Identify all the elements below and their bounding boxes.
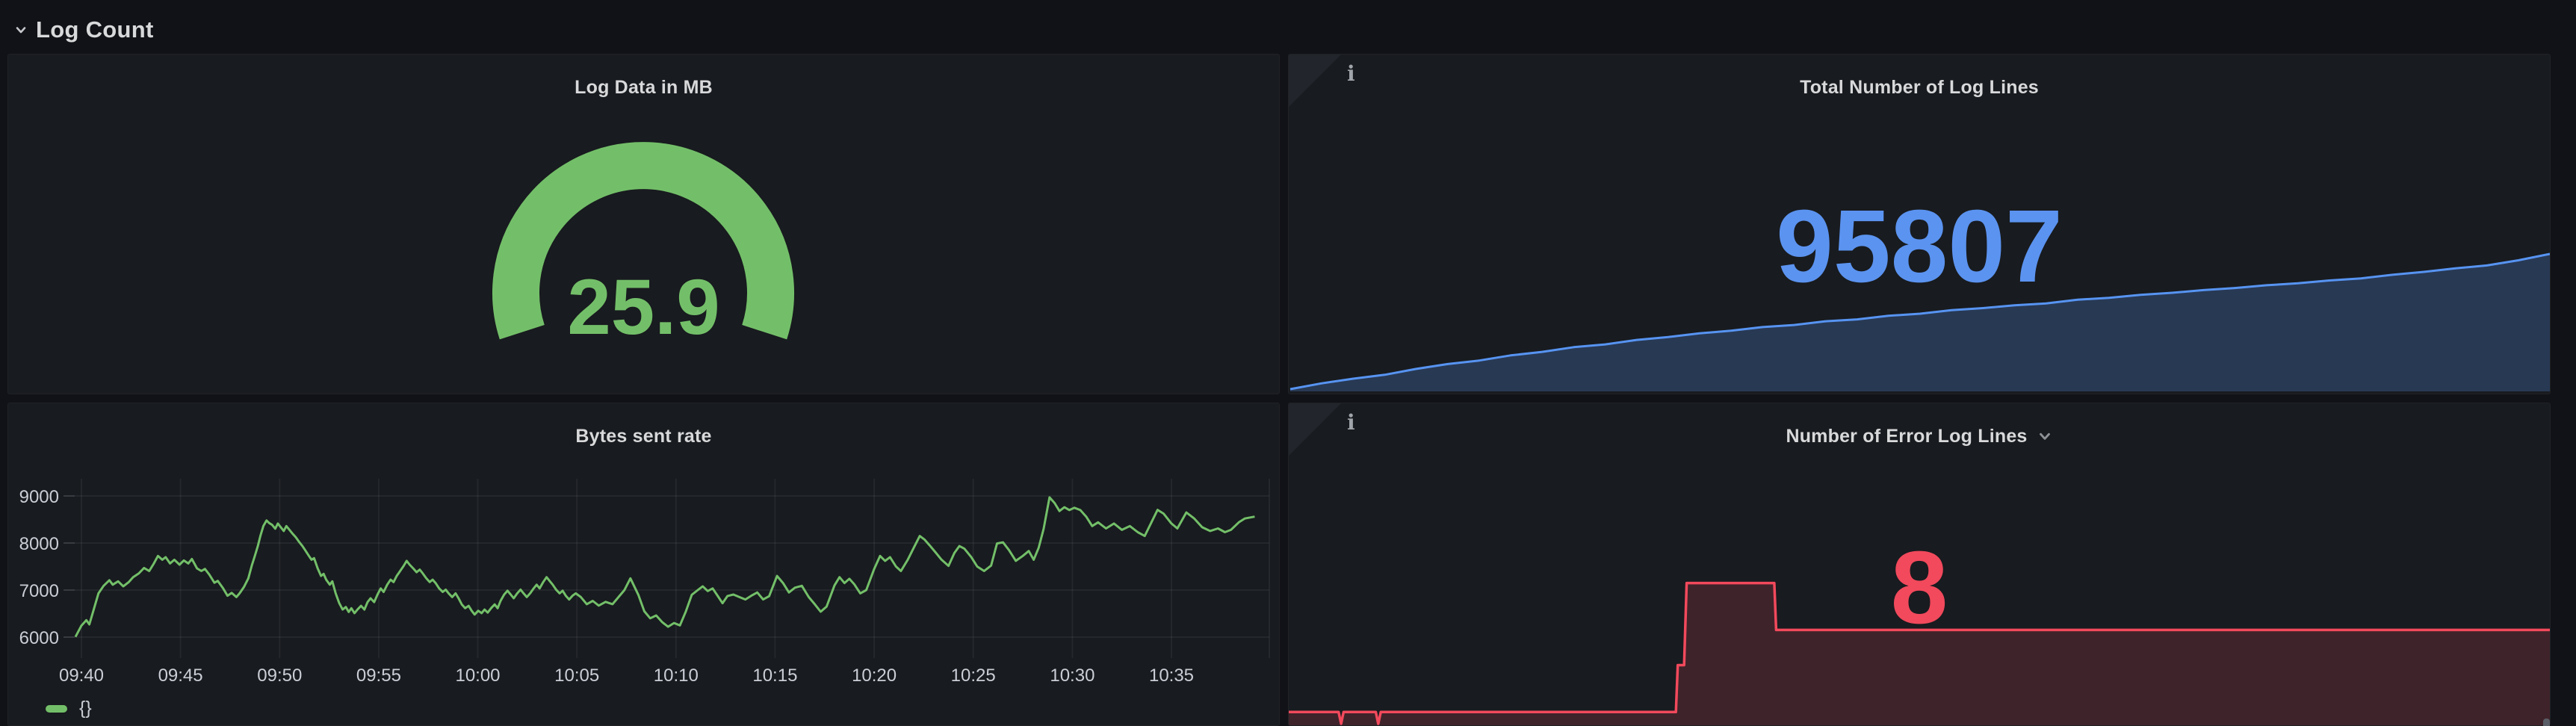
error-area-fill [1289,583,2550,725]
panel-title-text: Bytes sent rate [575,425,712,447]
total-log-lines-sparkline[interactable] [1289,55,2551,394]
x-tick-label: 10:00 [455,666,500,686]
x-tick-label: 10:10 [654,666,699,686]
x-tick-label: 09:45 [158,666,203,686]
x-tick-label: 09:55 [356,666,401,686]
info-icon: i [1347,410,1355,435]
panel-title-bytes-sent-rate[interactable]: Bytes sent rate [8,403,1279,469]
total-area-line [1289,252,2550,391]
total-area-fill [1290,254,2550,391]
x-tick-label: 10:05 [554,666,599,686]
y-tick-label: 6000 [19,628,59,648]
panel-title-text: Number of Error Log Lines [1786,425,2028,447]
row-title: Log Count [36,16,154,43]
x-tick-label: 10:15 [752,666,797,686]
panel-title-total-log-lines[interactable]: Total Number of Log Lines [1289,55,2550,120]
x-tick-label: 09:40 [59,666,104,686]
y-tick-label: 9000 [19,487,59,507]
info-icon: i [1347,61,1355,86]
row-header-log-count[interactable]: Log Count [13,16,154,43]
panel-bytes-sent-rate: Bytes sent rate 9000 8000 7000 6000 09:40 09:… [7,403,1280,726]
panel-info-corner[interactable]: i [1289,55,1355,107]
panel-error-log-lines: i Number of Error Log Lines 8 [1288,403,2551,726]
panel-total-log-lines: i Total Number of Log Lines 95807 [1288,54,2551,394]
x-tick-label: 10:25 [951,666,996,686]
bytes-line [74,496,1255,638]
chevron-down-icon [16,27,26,34]
panel-info-corner[interactable]: i [1289,403,1355,456]
x-tick-label: 09:50 [257,666,302,686]
scrollbar-thumb[interactable] [2543,719,2550,726]
panel-menu-chevron-icon[interactable] [2037,428,2053,444]
legend-label: {} [79,698,92,719]
gauge-arc [492,142,794,340]
error-step-line [1289,581,2550,725]
x-tick-label: 10:30 [1050,666,1095,686]
x-tick-label: 10:20 [852,666,897,686]
panel-title-text: Log Data in MB [575,76,713,98]
x-tick-label: 10:35 [1149,666,1194,686]
gauge-chart[interactable] [8,55,1280,394]
y-tick-label: 8000 [19,534,59,554]
panel-title-log-data[interactable]: Log Data in MB [8,55,1279,120]
legend-item[interactable]: {} [46,698,92,719]
legend-swatch [46,704,67,713]
panel-log-data-gauge: Log Data in MB 25.9 [7,54,1280,394]
error-log-lines-chart[interactable] [1289,403,2551,726]
panel-title-error-log-lines[interactable]: Number of Error Log Lines [1289,403,2550,469]
panel-title-text: Total Number of Log Lines [1800,76,2039,98]
y-tick-label: 7000 [19,581,59,601]
